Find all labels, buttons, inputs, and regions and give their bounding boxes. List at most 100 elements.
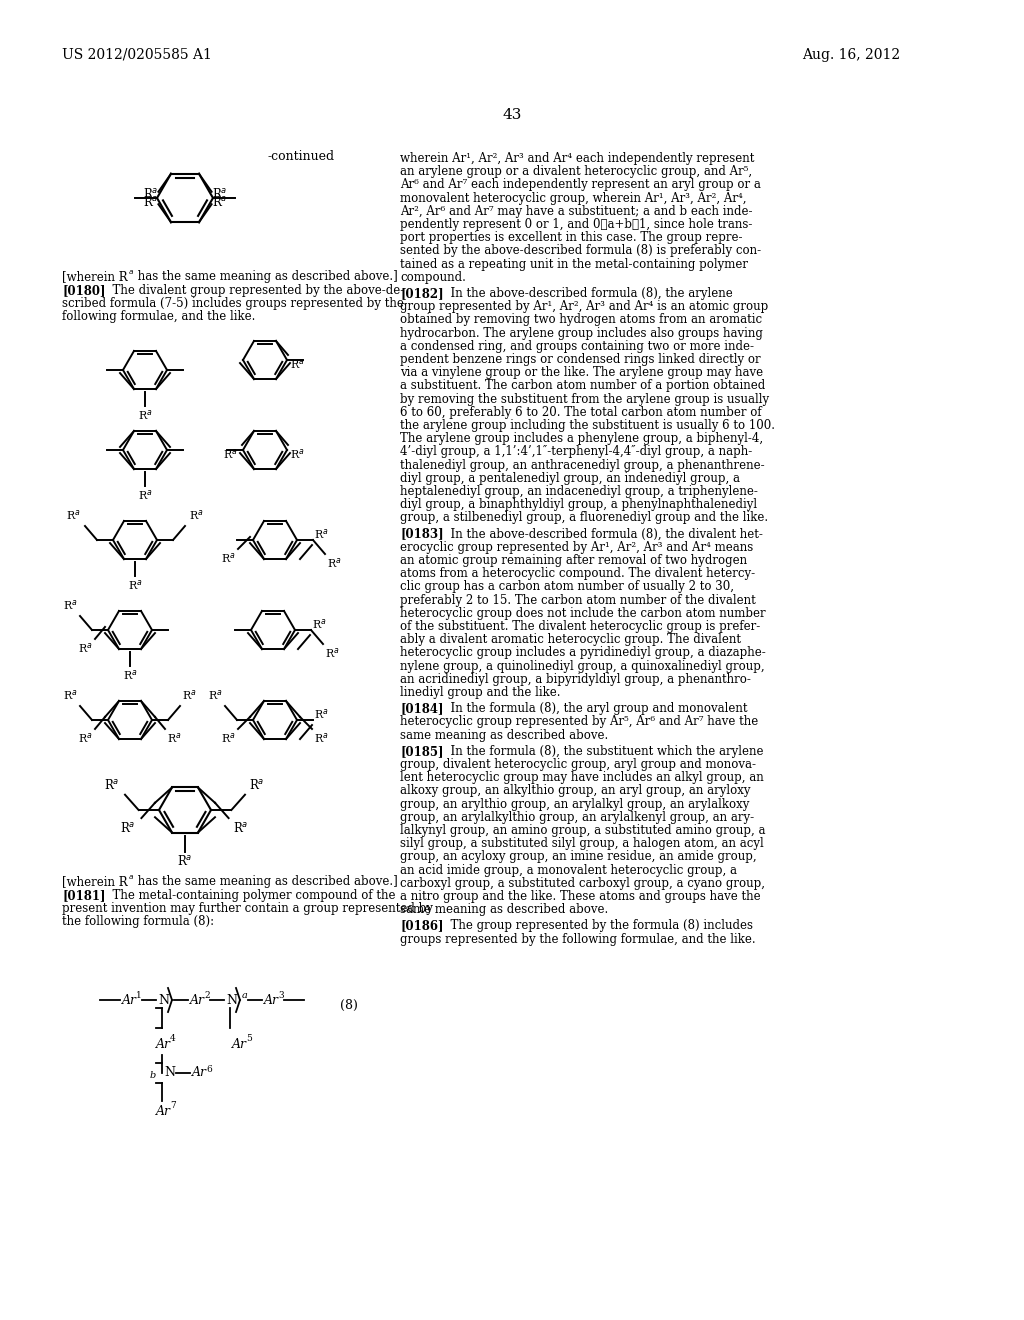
Text: In the above-described formula (8), the divalent het-: In the above-described formula (8), the … xyxy=(443,528,763,541)
Text: the following formula (8):: the following formula (8): xyxy=(62,915,214,928)
Text: erocyclic group represented by Ar¹, Ar², Ar³ and Ar⁴ means: erocyclic group represented by Ar¹, Ar²,… xyxy=(400,541,754,554)
Text: R$^a$: R$^a$ xyxy=(177,854,193,869)
Text: linediyl group and the like.: linediyl group and the like. xyxy=(400,686,560,700)
Text: 7: 7 xyxy=(170,1101,176,1110)
Text: 3: 3 xyxy=(278,991,284,1001)
Text: following formulae, and the like.: following formulae, and the like. xyxy=(62,310,255,323)
Text: nylene group, a quinolinediyl group, a quinoxalinediyl group,: nylene group, a quinolinediyl group, a q… xyxy=(400,660,765,673)
Text: pendent benzene rings or condensed rings linked directly or: pendent benzene rings or condensed rings… xyxy=(400,352,761,366)
Text: R$^a$: R$^a$ xyxy=(167,731,181,744)
Text: R$^a$: R$^a$ xyxy=(223,447,238,461)
Text: thalenediyl group, an anthracenediyl group, a phenanthrene-: thalenediyl group, an anthracenediyl gro… xyxy=(400,458,765,471)
Text: a substituent. The carbon atom number of a portion obtained: a substituent. The carbon atom number of… xyxy=(400,379,765,392)
Text: diyl group, a binaphthyldiyl group, a phenylnaphthalenediyl: diyl group, a binaphthyldiyl group, a ph… xyxy=(400,498,757,511)
Text: heterocyclic group represented by Ar⁵, Ar⁶ and Ar⁷ have the: heterocyclic group represented by Ar⁵, A… xyxy=(400,715,758,729)
Text: present invention may further contain a group represented by: present invention may further contain a … xyxy=(62,902,433,915)
Text: atoms from a heterocyclic compound. The divalent hetercy-: atoms from a heterocyclic compound. The … xyxy=(400,568,755,581)
Text: sented by the above-described formula (8) is preferably con-: sented by the above-described formula (8… xyxy=(400,244,761,257)
Text: [0184]: [0184] xyxy=(400,702,443,715)
Text: by removing the substituent from the arylene group is usually: by removing the substituent from the ary… xyxy=(400,392,769,405)
Text: R$^a$: R$^a$ xyxy=(137,488,153,502)
Text: Ar: Ar xyxy=(193,1067,207,1080)
Text: an atomic group remaining after removal of two hydrogen: an atomic group remaining after removal … xyxy=(400,554,748,568)
Text: R$^a$: R$^a$ xyxy=(221,550,236,565)
Text: R$^a$: R$^a$ xyxy=(137,408,153,422)
Text: [0183]: [0183] xyxy=(400,528,443,541)
Text: obtained by removing two hydrogen atoms from an aromatic: obtained by removing two hydrogen atoms … xyxy=(400,313,762,326)
Text: [0180]: [0180] xyxy=(62,284,105,297)
Text: Ar: Ar xyxy=(264,994,279,1006)
Text: an acid imide group, a monovalent heterocyclic group, a: an acid imide group, a monovalent hetero… xyxy=(400,863,737,876)
Text: carboxyl group, a substituted carboxyl group, a cyano group,: carboxyl group, a substituted carboxyl g… xyxy=(400,876,765,890)
Text: $^a$: $^a$ xyxy=(128,875,134,884)
Text: R$^a$: R$^a$ xyxy=(221,731,236,744)
Text: R$^a$: R$^a$ xyxy=(212,195,227,209)
Text: lalkynyl group, an amino group, a substituted amino group, a: lalkynyl group, an amino group, a substi… xyxy=(400,824,766,837)
Text: same meaning as described above.: same meaning as described above. xyxy=(400,729,608,742)
Text: The group represented by the formula (8) includes: The group represented by the formula (8)… xyxy=(443,920,753,932)
Text: 4: 4 xyxy=(170,1034,176,1043)
Text: [wherein R: [wherein R xyxy=(62,875,128,888)
Text: R$^a$: R$^a$ xyxy=(232,821,248,836)
Text: Ar: Ar xyxy=(156,1038,171,1051)
Text: [0185]: [0185] xyxy=(400,744,443,758)
Text: Ar: Ar xyxy=(190,994,205,1006)
Text: 6 to 60, preferably 6 to 20. The total carbon atom number of: 6 to 60, preferably 6 to 20. The total c… xyxy=(400,405,762,418)
Text: R$^a$: R$^a$ xyxy=(63,598,78,612)
Text: In the formula (8), the substituent which the arylene: In the formula (8), the substituent whic… xyxy=(443,744,764,758)
Text: wherein Ar¹, Ar², Ar³ and Ar⁴ each independently represent: wherein Ar¹, Ar², Ar³ and Ar⁴ each indep… xyxy=(400,152,755,165)
Text: N: N xyxy=(226,994,237,1006)
Text: port properties is excellent in this case. The group repre-: port properties is excellent in this cas… xyxy=(400,231,742,244)
Text: group, an acyloxy group, an imine residue, an amide group,: group, an acyloxy group, an imine residu… xyxy=(400,850,757,863)
Text: Ar⁶ and Ar⁷ each independently represent an aryl group or a: Ar⁶ and Ar⁷ each independently represent… xyxy=(400,178,761,191)
Text: R$^a$: R$^a$ xyxy=(327,556,342,570)
Text: group, an arylthio group, an arylalkyl group, an arylalkoxy: group, an arylthio group, an arylalkyl g… xyxy=(400,797,750,810)
Text: 2: 2 xyxy=(204,991,210,1001)
Text: via a vinylene group or the like. The arylene group may have: via a vinylene group or the like. The ar… xyxy=(400,366,763,379)
Text: group, divalent heterocyclic group, aryl group and monova-: group, divalent heterocyclic group, aryl… xyxy=(400,758,756,771)
Text: heterocyclic group includes a pyridinediyl group, a diazaphe-: heterocyclic group includes a pyridinedi… xyxy=(400,647,766,660)
Text: 4’-diyl group, a 1,1’:4’,1″-terphenyl-4,4″-diyl group, a naph-: 4’-diyl group, a 1,1’:4’,1″-terphenyl-4,… xyxy=(400,445,753,458)
Text: clic group has a carbon atom number of usually 2 to 30,: clic group has a carbon atom number of u… xyxy=(400,581,734,594)
Text: The metal-containing polymer compound of the: The metal-containing polymer compound of… xyxy=(105,888,395,902)
Text: R$^a$: R$^a$ xyxy=(182,688,197,702)
Text: [0182]: [0182] xyxy=(400,286,443,300)
Text: 5: 5 xyxy=(246,1034,252,1043)
Text: R$^a$: R$^a$ xyxy=(63,688,78,702)
Text: R$^a$: R$^a$ xyxy=(78,642,93,655)
Text: heterocyclic group does not include the carbon atom number: heterocyclic group does not include the … xyxy=(400,607,766,620)
Text: lent heterocyclic group may have includes an alkyl group, an: lent heterocyclic group may have include… xyxy=(400,771,764,784)
Text: alkoxy group, an alkylthio group, an aryl group, an aryloxy: alkoxy group, an alkylthio group, an ary… xyxy=(400,784,751,797)
Text: groups represented by the following formulae, and the like.: groups represented by the following form… xyxy=(400,933,756,945)
Text: hydrocarbon. The arylene group includes also groups having: hydrocarbon. The arylene group includes … xyxy=(400,326,763,339)
Text: diyl group, a pentalenediyl group, an indenediyl group, a: diyl group, a pentalenediyl group, an in… xyxy=(400,471,740,484)
Text: The arylene group includes a phenylene group, a biphenyl-4,: The arylene group includes a phenylene g… xyxy=(400,432,763,445)
Text: Ar: Ar xyxy=(232,1038,247,1051)
Text: R$^a$: R$^a$ xyxy=(208,688,223,702)
Text: group, an arylalkylthio group, an arylalkenyl group, an ary-: group, an arylalkylthio group, an arylal… xyxy=(400,810,754,824)
Text: silyl group, a substituted silyl group, a halogen atom, an acyl: silyl group, a substituted silyl group, … xyxy=(400,837,764,850)
Text: R$^a$: R$^a$ xyxy=(142,187,158,201)
Text: R$^a$: R$^a$ xyxy=(325,645,340,660)
Text: R$^a$: R$^a$ xyxy=(123,668,137,682)
Text: same meaning as described above.: same meaning as described above. xyxy=(400,903,608,916)
Text: US 2012/0205585 A1: US 2012/0205585 A1 xyxy=(62,48,212,62)
Text: has the same meaning as described above.]: has the same meaning as described above.… xyxy=(134,875,397,888)
Text: R$^a$: R$^a$ xyxy=(78,731,93,744)
Text: a condensed ring, and groups containing two or more inde-: a condensed ring, and groups containing … xyxy=(400,339,754,352)
Text: The divalent group represented by the above-de-: The divalent group represented by the ab… xyxy=(105,284,404,297)
Text: R$^a$: R$^a$ xyxy=(128,578,142,591)
Text: R$^a$: R$^a$ xyxy=(314,731,329,744)
Text: compound.: compound. xyxy=(400,271,466,284)
Text: preferably 2 to 15. The carbon atom number of the divalent: preferably 2 to 15. The carbon atom numb… xyxy=(400,594,756,607)
Text: R$^a$: R$^a$ xyxy=(142,195,158,209)
Text: 1: 1 xyxy=(136,991,141,1001)
Text: R$^a$: R$^a$ xyxy=(249,777,264,792)
Text: R$^a$: R$^a$ xyxy=(103,777,119,792)
Text: $^a$: $^a$ xyxy=(128,271,134,279)
Text: group, a stilbenediyl group, a fluorenediyl group and the like.: group, a stilbenediyl group, a fluorened… xyxy=(400,511,768,524)
Text: pendently represent 0 or 1, and 0≦a+b≦1, since hole trans-: pendently represent 0 or 1, and 0≦a+b≦1,… xyxy=(400,218,753,231)
Text: of the substituent. The divalent heterocyclic group is prefer-: of the substituent. The divalent heteroc… xyxy=(400,620,760,634)
Text: an acridinediyl group, a bipyridyldiyl group, a phenanthro-: an acridinediyl group, a bipyridyldiyl g… xyxy=(400,673,751,686)
Text: In the above-described formula (8), the arylene: In the above-described formula (8), the … xyxy=(443,286,733,300)
